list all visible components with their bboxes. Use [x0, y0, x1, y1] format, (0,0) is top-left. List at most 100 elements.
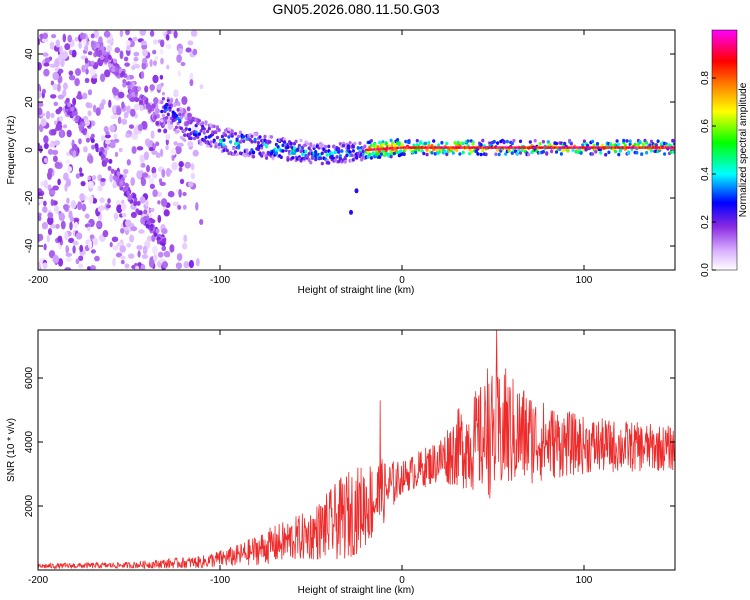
spectrogram-cell — [139, 103, 144, 112]
spectrogram-cell — [43, 243, 47, 251]
spectrogram-cell — [155, 141, 160, 147]
spectrogram-cell — [151, 103, 156, 109]
spectrogram-cell — [209, 140, 213, 144]
spectrogram-cell — [224, 133, 228, 137]
spectrogram-cell — [58, 212, 65, 222]
spectrogram-cell — [78, 41, 82, 49]
spectrogram-cell — [146, 235, 153, 242]
spectrogram-cell — [72, 150, 77, 158]
spectrogram-cell — [137, 250, 141, 258]
spectrogram-cell — [163, 104, 168, 110]
spectrogram-cell — [90, 138, 95, 144]
spectrogram-cell — [528, 140, 532, 144]
spectrogram-cell — [43, 68, 50, 77]
spectrogram-cell — [161, 261, 169, 269]
spectrogram-cell — [171, 118, 175, 123]
spectrogram-cell — [248, 151, 252, 156]
spectrogram-cell — [87, 240, 93, 249]
spectrogram-cell — [139, 196, 146, 204]
spectrogram-cell — [38, 90, 42, 99]
spectrogram-cell — [179, 178, 185, 185]
spectrogram-cell — [196, 135, 200, 139]
spectrogram-cell — [195, 201, 199, 211]
spectrogram-cell — [327, 161, 331, 165]
spectrogram-cell — [65, 245, 69, 254]
spectrogram-cell — [225, 148, 229, 153]
spectrogram-cell — [127, 84, 132, 90]
spectrogram-cell — [250, 134, 254, 139]
spectrogram-cell — [116, 200, 121, 206]
spectrogram-cell — [353, 141, 357, 146]
spectrogram-cell — [152, 172, 158, 179]
spectrogram-cell — [641, 142, 645, 146]
colorbar-label: Normalized spectral amplitude — [738, 82, 749, 217]
spectrogram-cell — [82, 146, 88, 153]
spectrogram-cell — [146, 219, 151, 225]
spectrogram-cell — [617, 152, 621, 157]
spectrogram-cell — [111, 236, 119, 243]
spectrogram-cell — [518, 151, 523, 155]
spectrogram-cell — [192, 136, 197, 141]
spectrogram-cell — [62, 33, 67, 43]
spectrogram-cell — [157, 200, 161, 205]
spectrogram-cell — [133, 56, 139, 62]
spectrogram-cell — [38, 233, 42, 243]
spectrogram-cell — [292, 146, 296, 150]
spectrogram-cell — [79, 244, 84, 253]
spectrogram-cell — [625, 139, 629, 143]
spectrogram-cell — [654, 143, 659, 147]
spectrogram-cell — [179, 109, 183, 113]
spectrogram-cell — [324, 149, 328, 154]
spectrogram-cell — [276, 145, 280, 149]
spectrogram-cell — [604, 152, 608, 157]
spectrogram-cell — [337, 147, 341, 151]
spectrogram-cell — [301, 152, 305, 157]
spectrogram-cell — [177, 142, 184, 147]
spectrogram-cell — [617, 142, 621, 147]
spectrogram-cell — [72, 97, 77, 106]
spectrogram-cell — [130, 211, 137, 218]
spectrogram-cell — [81, 122, 86, 128]
spectrogram-cell — [566, 148, 570, 153]
spectrogram-cell — [152, 245, 158, 255]
spectrogram-cell — [172, 113, 177, 119]
spectrogram-cell — [55, 39, 61, 48]
spectrogram-cell — [69, 221, 73, 231]
spectrogram-cell — [57, 68, 64, 74]
spectrogram-cell — [139, 30, 147, 36]
spectrogram-cell — [504, 152, 508, 156]
spectrogram-cell — [163, 128, 168, 134]
spectrogram-cell — [116, 171, 121, 177]
spectrogram-cell — [90, 60, 95, 66]
spectrogram-cell — [340, 149, 344, 153]
spectrogram-cell — [268, 140, 272, 144]
spectrogram-cell — [163, 250, 171, 258]
spectrogram-cell — [554, 150, 559, 154]
spectrogram-cell — [672, 142, 675, 146]
spectrogram-cell — [209, 144, 213, 148]
spectrogram-cell — [389, 154, 393, 159]
spectrogram-cell — [74, 68, 82, 76]
spectrogram-cell — [242, 135, 246, 139]
spectrogram-cell — [582, 139, 587, 143]
spectrogram-cell — [140, 263, 146, 270]
spectrogram-cell — [235, 152, 239, 157]
spectrogram-cell — [186, 106, 191, 112]
spectrogram-cell — [119, 245, 126, 253]
spectrogram-cell — [124, 182, 129, 188]
spectrogram-cell — [356, 146, 360, 150]
spectrogram-cell — [57, 235, 63, 243]
spectrogram-cell — [178, 189, 182, 198]
spectrogram-cell — [220, 134, 224, 139]
spectrogram-cell — [384, 141, 388, 146]
spectrogram-cell — [49, 224, 57, 229]
spectrogram-cell — [182, 191, 187, 197]
spectrogram-cell — [126, 190, 131, 196]
spectrogram-cell — [232, 146, 236, 151]
spectrogram-cell — [141, 61, 147, 70]
spectrogram-cell — [199, 142, 203, 146]
spectrogram-cell — [52, 83, 58, 91]
spectrogram-cell — [154, 55, 159, 61]
spectrogram-cell — [387, 144, 391, 148]
